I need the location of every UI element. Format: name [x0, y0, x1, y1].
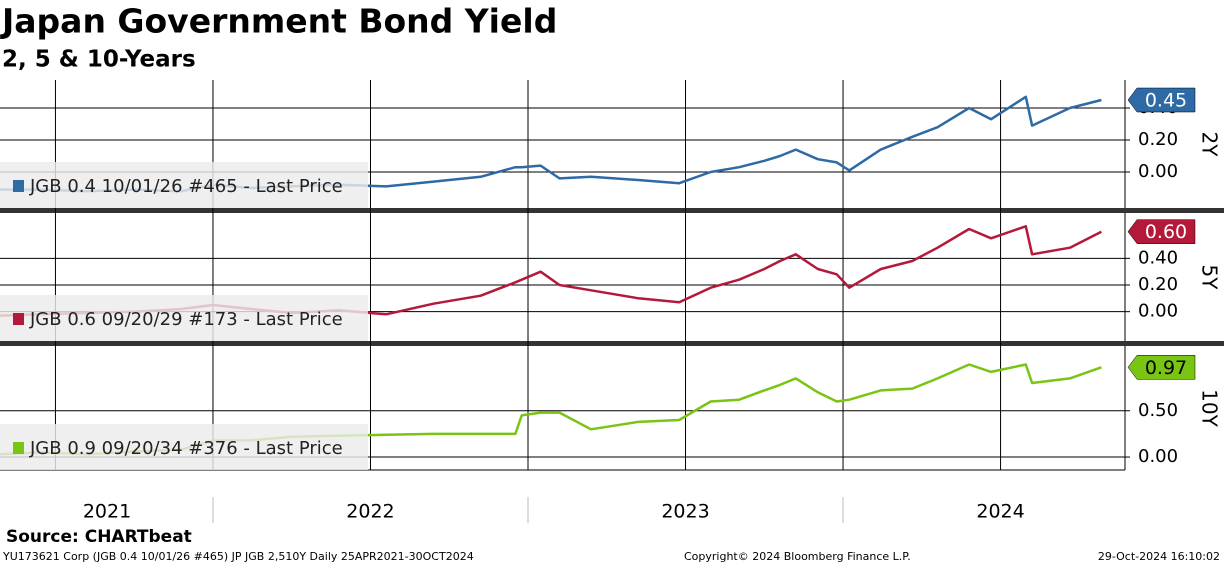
x-tick-label: 2024	[976, 501, 1024, 523]
last-price-tag-shape	[1127, 355, 1196, 380]
y-axis-label: 5Y	[1198, 265, 1222, 291]
last-price-label: 0.60	[1145, 221, 1187, 243]
x-tick-label: 2023	[661, 501, 709, 523]
legend-swatch	[13, 180, 24, 192]
y-tick-label: 0.00	[1138, 161, 1178, 182]
chart-title: Japan Government Bond Yield	[0, 2, 557, 41]
legend-label: JGB 0.6 09/20/29 #173 - Last Price	[29, 309, 343, 330]
footer-center: Copyright© 2024 Bloomberg Finance L.P.	[684, 550, 911, 563]
legend-box	[0, 295, 368, 341]
y-tick-label: 0.40	[1138, 247, 1178, 268]
source: Source: CHARTbeat	[6, 527, 192, 547]
y-tick-label: 0.50	[1138, 400, 1178, 421]
last-price-label: 0.97	[1145, 357, 1187, 379]
last-price-tag-shape	[1127, 219, 1196, 244]
legend-label: JGB 0.4 10/01/26 #465 - Last Price	[29, 176, 343, 197]
y-axis-label: 10Y	[1198, 389, 1222, 427]
last-price-tag: 0.60	[1127, 219, 1196, 244]
last-price-tag: 0.45	[1127, 87, 1196, 113]
legend-swatch	[13, 313, 24, 325]
y-tick-label: 0.20	[1138, 129, 1178, 150]
legend-label: JGB 0.9 09/20/34 #376 - Last Price	[29, 438, 343, 459]
legend-box	[0, 424, 368, 470]
panel-divider	[0, 341, 1224, 346]
last-price-tag: 0.97	[1127, 355, 1196, 380]
y-tick-label: 0.20	[1138, 274, 1178, 295]
footer-left: YU173621 Corp (JGB 0.4 10/01/26 #465) JP…	[2, 550, 474, 563]
y-tick-label: 0.00	[1138, 301, 1178, 322]
x-tick-label: 2022	[346, 501, 394, 523]
panel-divider	[0, 208, 1224, 213]
legend-swatch	[13, 442, 24, 454]
footer-right: 29-Oct-2024 16:10:02	[1098, 550, 1220, 563]
y-axis-label: 2Y	[1198, 132, 1222, 158]
last-price-tag-shape	[1127, 87, 1196, 113]
x-tick-label: 2021	[83, 501, 131, 523]
y-tick-label: 0.00	[1138, 446, 1178, 467]
chart-subtitle: 2, 5 & 10-Years	[2, 47, 196, 73]
last-price-label: 0.45	[1145, 90, 1187, 112]
legend-box	[0, 162, 368, 208]
